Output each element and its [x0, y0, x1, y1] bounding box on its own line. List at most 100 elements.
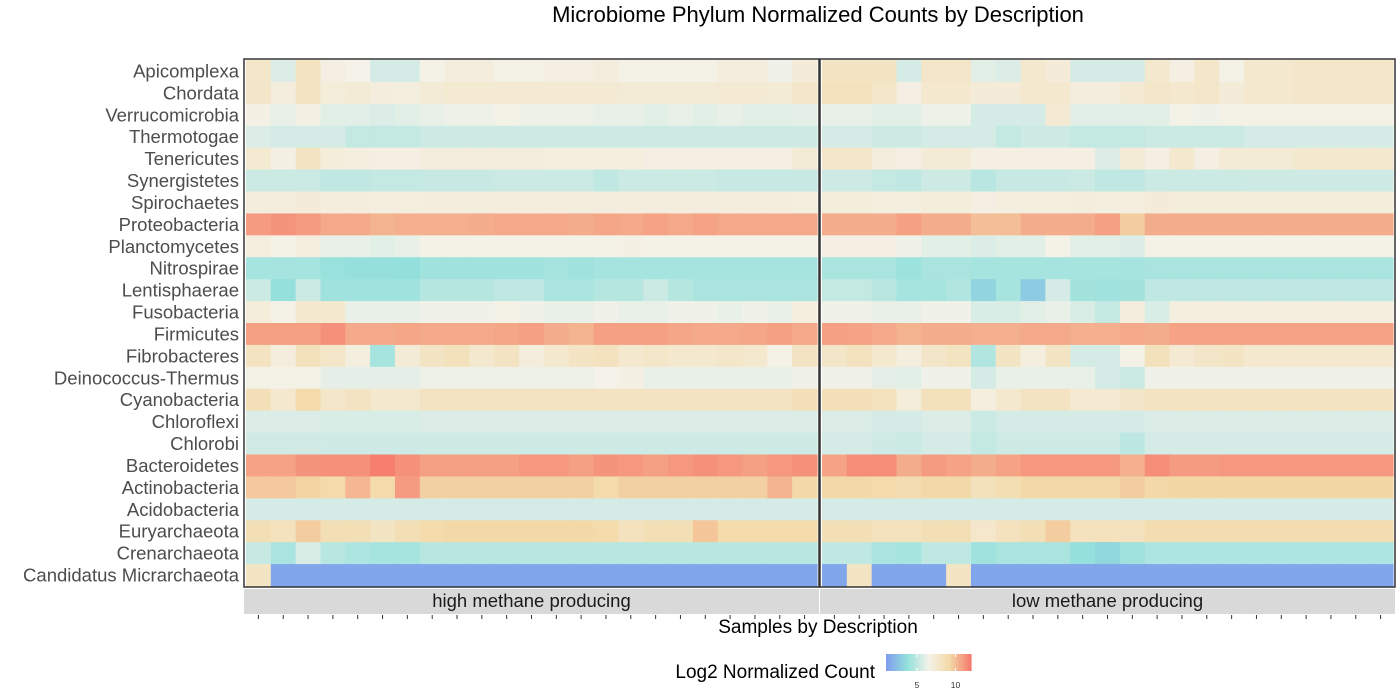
heatmap-cell — [246, 147, 272, 171]
heatmap-cell — [444, 476, 471, 499]
heatmap-cell — [896, 410, 922, 434]
heatmap-cell — [643, 213, 669, 236]
heatmap-cell — [494, 366, 520, 390]
heatmap-cell — [618, 103, 644, 127]
heatmap-cell — [1219, 235, 1245, 258]
heatmap-cell — [921, 213, 947, 236]
heatmap-cell — [643, 169, 669, 193]
heatmap-cell — [946, 191, 972, 215]
heatmap-cell — [767, 542, 793, 565]
heatmap-cell — [792, 542, 818, 565]
heatmap-cell — [1169, 213, 1195, 236]
legend-swatch — [942, 654, 945, 671]
heatmap-cell — [822, 323, 848, 346]
heatmap-cell — [494, 60, 520, 83]
heatmap-cell — [767, 169, 793, 193]
heatmap-cell — [320, 323, 346, 346]
heatmap-cell — [593, 191, 619, 215]
heatmap-cell — [370, 279, 396, 302]
heatmap-cell — [921, 432, 947, 456]
heatmap-cell — [295, 81, 322, 105]
heatmap-cell — [896, 257, 922, 280]
heatmap-cell — [1169, 410, 1195, 434]
heatmap-cell — [1194, 388, 1220, 412]
heatmap-cell — [1219, 564, 1245, 587]
heatmap-cell — [246, 301, 272, 324]
heatmap-cell — [1318, 476, 1344, 499]
heatmap-cell — [1219, 410, 1245, 434]
heatmap-cell — [1070, 279, 1096, 302]
heatmap-cell — [1219, 388, 1245, 412]
heatmap-cell — [846, 147, 873, 171]
heatmap-cell — [1020, 213, 1047, 236]
heatmap-cell — [692, 60, 719, 83]
heatmap-cell — [717, 279, 744, 302]
heatmap-cell — [1268, 476, 1295, 499]
heatmap-cell — [871, 476, 898, 499]
heatmap-cell — [345, 432, 371, 456]
row-label: Tenericutes — [144, 148, 239, 169]
heatmap-cell — [767, 564, 793, 587]
heatmap-cell — [618, 454, 644, 478]
heatmap-cell — [419, 125, 446, 149]
heatmap-cell — [1318, 344, 1344, 368]
legend-swatch — [966, 654, 969, 671]
heatmap-cell — [717, 323, 744, 346]
heatmap-cell — [1343, 323, 1369, 346]
heatmap-cell — [692, 169, 719, 193]
heatmap-cell — [792, 388, 818, 412]
heatmap-cell — [1318, 169, 1344, 193]
heatmap-cell — [593, 279, 619, 302]
heatmap-cell — [1144, 454, 1171, 478]
heatmap-cell — [1169, 191, 1195, 215]
row-label: Firmicutes — [154, 323, 239, 344]
heatmap-cell — [767, 279, 793, 302]
heatmap-cell — [1368, 388, 1394, 412]
heatmap-cell — [946, 476, 972, 499]
heatmap-cell — [444, 410, 471, 434]
heatmap-cell — [1169, 257, 1195, 280]
legend-swatch — [890, 654, 893, 671]
panel-border — [243, 58, 820, 588]
legend-swatch — [901, 654, 904, 671]
heatmap-cell — [246, 169, 272, 193]
heatmap-cell — [767, 213, 793, 236]
heatmap-cell — [1169, 344, 1195, 368]
heatmap-cell — [896, 125, 922, 149]
heatmap-cell — [1070, 60, 1096, 83]
heatmap-cell — [246, 498, 272, 521]
heatmap-cell — [469, 388, 495, 412]
heatmap-cell — [846, 235, 873, 258]
legend-swatch — [937, 654, 940, 671]
heatmap-cell — [767, 301, 793, 324]
heatmap-cell — [1119, 344, 1146, 368]
heatmap-cell — [618, 169, 644, 193]
legend-colorbar — [886, 654, 972, 671]
heatmap-cell — [394, 454, 421, 478]
heatmap-cell — [1119, 60, 1146, 83]
heatmap-cell — [270, 257, 297, 280]
heatmap-cell — [742, 432, 768, 456]
heatmap-cell — [1219, 301, 1245, 324]
heatmap-cell — [871, 564, 898, 587]
heatmap-cell — [1045, 147, 1071, 171]
legend-swatch — [954, 654, 957, 671]
heatmap-cell — [1020, 366, 1047, 390]
heatmap-cell — [717, 564, 744, 587]
heatmap-cell — [1119, 323, 1146, 346]
heatmap-cell — [543, 432, 570, 456]
heatmap-cell — [1095, 520, 1121, 543]
heatmap-cell — [1219, 191, 1245, 215]
heatmap-cell — [871, 103, 898, 127]
heatmap-cell — [270, 103, 297, 127]
heatmap-cell — [1368, 125, 1394, 149]
heatmap-cell — [469, 235, 495, 258]
heatmap-cell — [320, 147, 346, 171]
heatmap-cell — [896, 169, 922, 193]
heatmap-cell — [717, 388, 744, 412]
heatmap-cell — [970, 498, 997, 521]
heatmap-cell — [419, 191, 446, 215]
heatmap-cell — [1045, 279, 1071, 302]
heatmap-cell — [846, 520, 873, 543]
heatmap-cell — [1070, 454, 1096, 478]
